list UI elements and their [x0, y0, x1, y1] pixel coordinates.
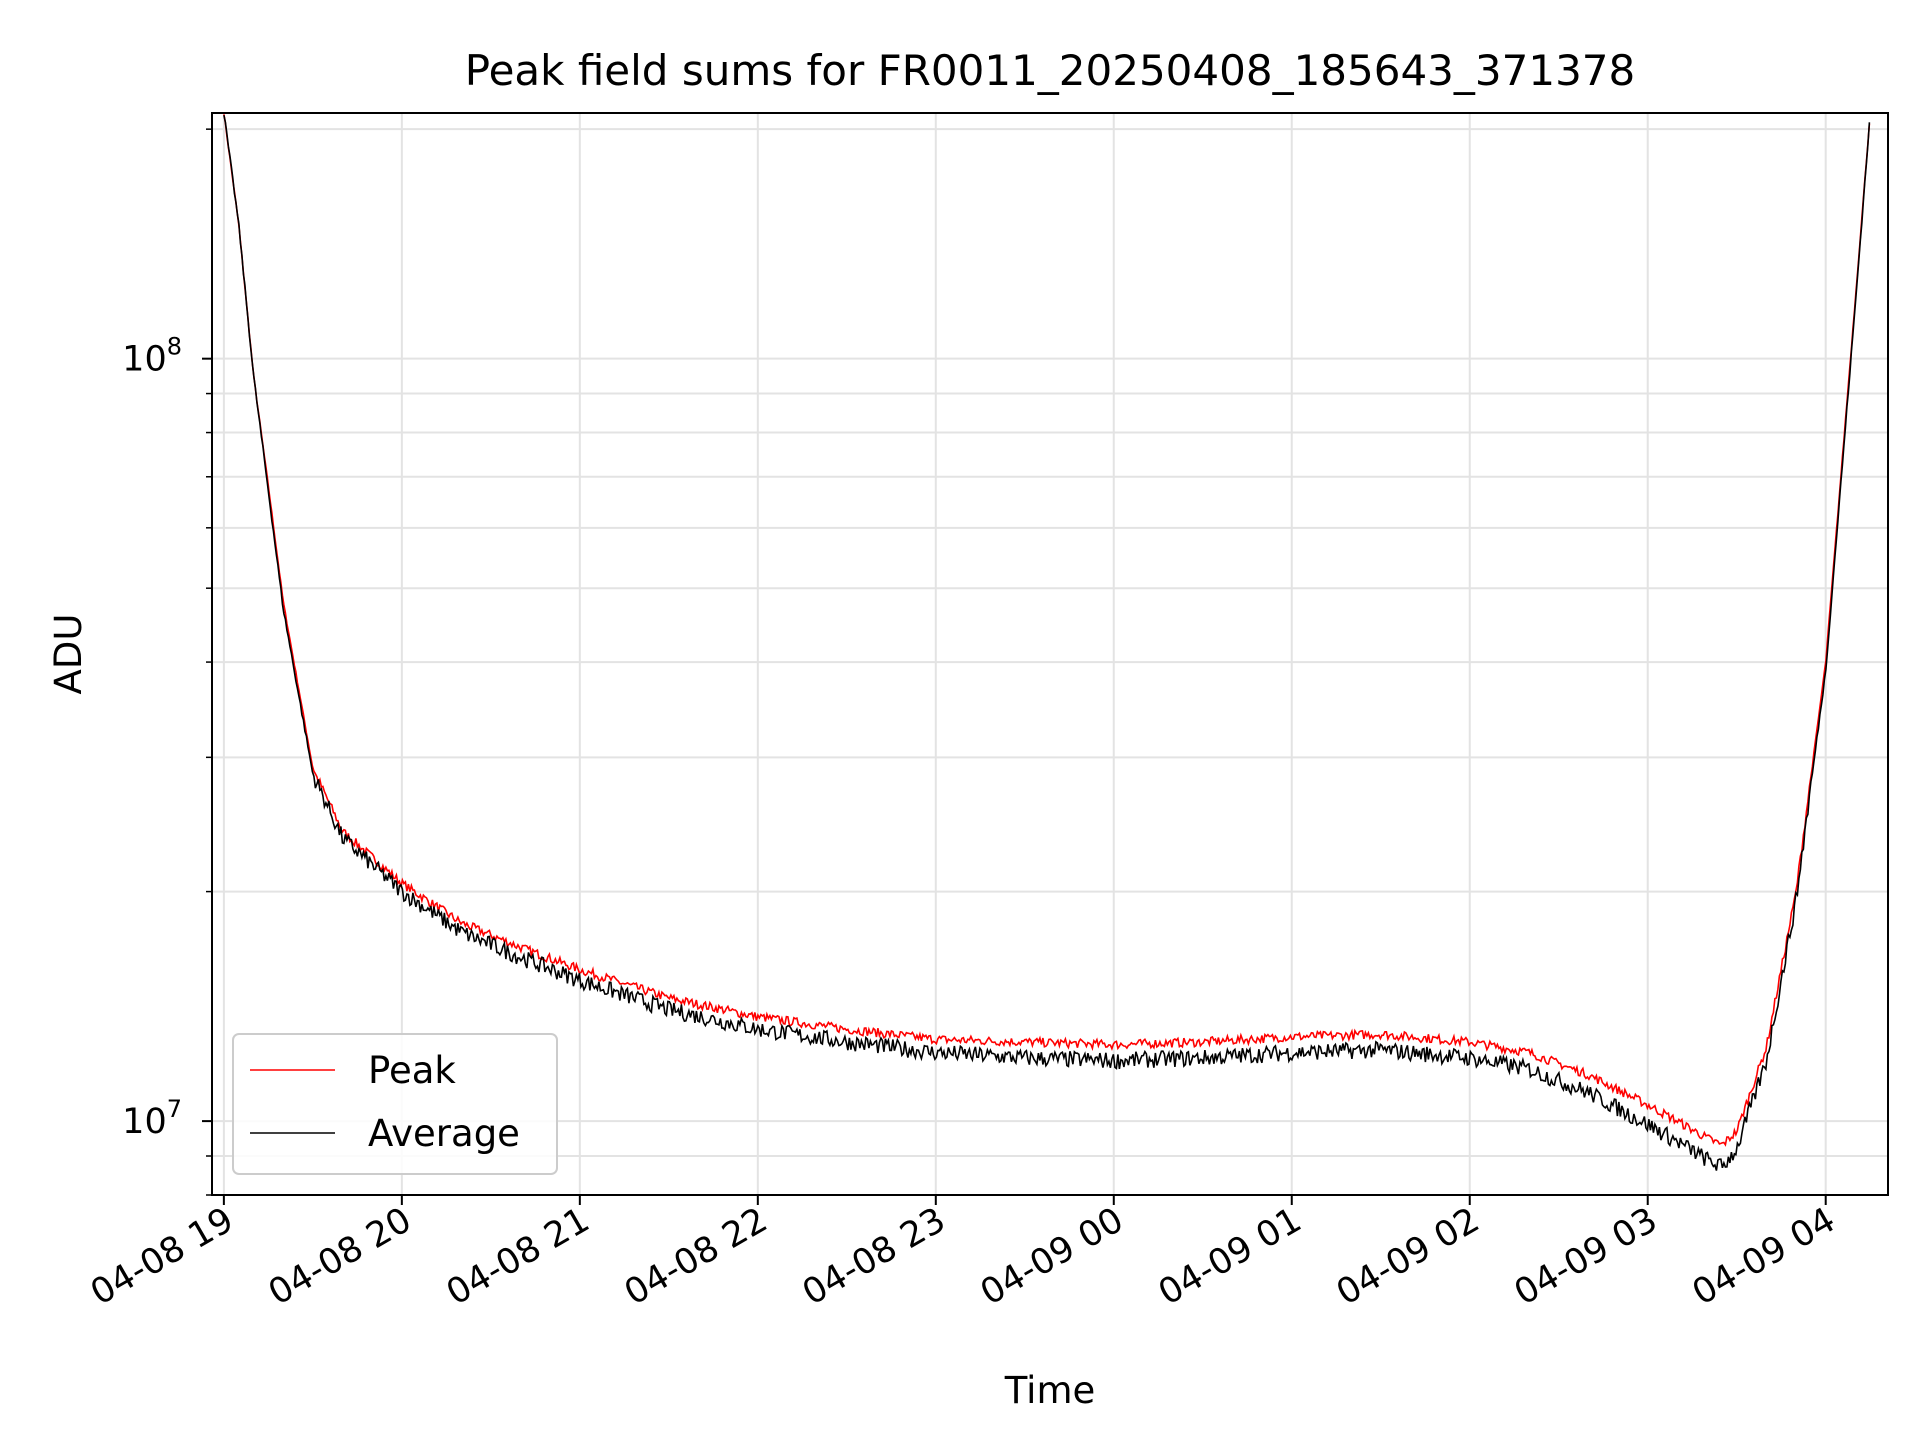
series-line-peak [223, 114, 1871, 1147]
x-axis-label: Time [1004, 1369, 1096, 1412]
series-line-average [223, 115, 1871, 1171]
y-tick-label-base: 10 [122, 340, 167, 380]
plot-series [223, 114, 1871, 1171]
legend: Peak Average [232, 1033, 558, 1175]
chart-title: Peak field sums for FR0011_20250408_1856… [465, 46, 1635, 95]
plot-frame [211, 112, 1889, 1196]
y-tick-label-exponent: 8 [167, 333, 182, 361]
y-axis-label: ADU [47, 614, 90, 695]
y-tick-label: 108 [122, 333, 182, 380]
y-tick-label: 107 [122, 1095, 182, 1142]
legend-label-peak: Peak [368, 1049, 456, 1092]
legend-label-average: Average [368, 1112, 520, 1155]
y-tick-label-base: 10 [122, 1102, 167, 1142]
y-tick-label-exponent: 7 [167, 1095, 182, 1123]
legend-box [232, 1033, 558, 1175]
